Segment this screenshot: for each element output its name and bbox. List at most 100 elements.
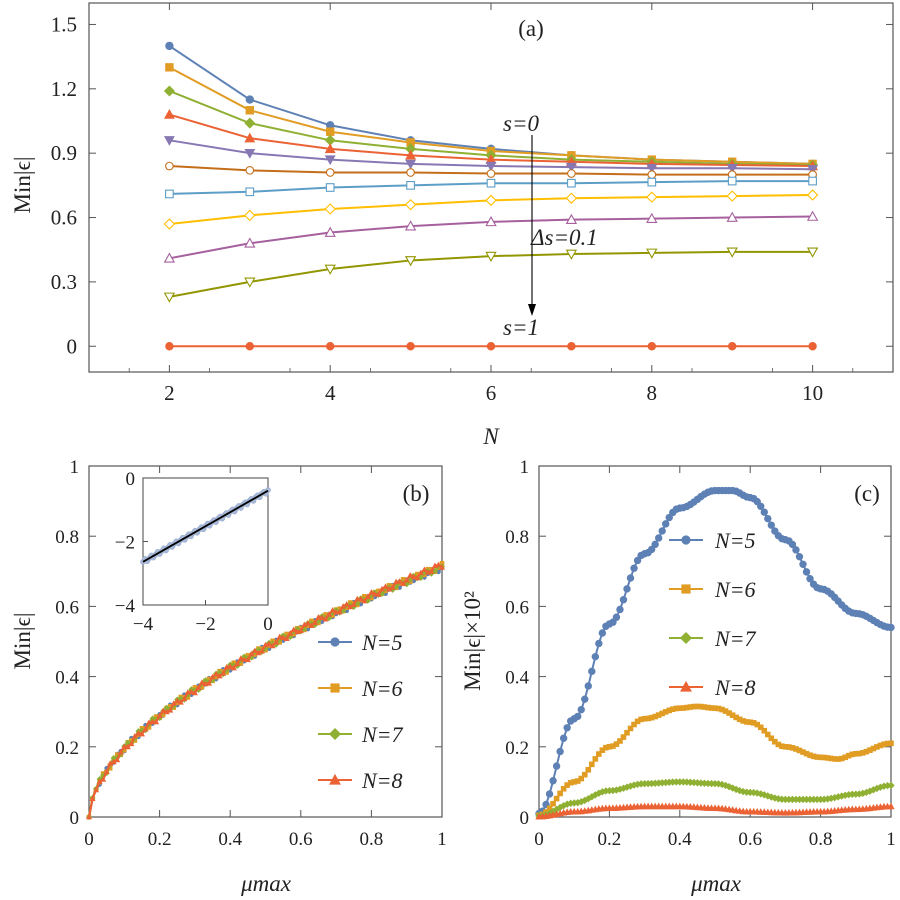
data-point bbox=[662, 520, 670, 528]
data-point bbox=[485, 194, 497, 207]
data-point bbox=[806, 189, 819, 201]
data-point bbox=[630, 564, 638, 572]
data-point bbox=[244, 148, 256, 159]
panel-b-inset: −4 −2 0 −4 −2 0 bbox=[115, 469, 273, 635]
inset-y-tick-label: −2 bbox=[115, 533, 135, 554]
data-point bbox=[343, 601, 350, 607]
data-point bbox=[406, 342, 415, 351]
data-point bbox=[181, 695, 188, 702]
data-point bbox=[213, 670, 220, 677]
data-point bbox=[322, 616, 329, 622]
panel-c-x-tick-label: 0.8 bbox=[809, 829, 833, 850]
panel-c-x-tick-label: 0.4 bbox=[668, 829, 692, 850]
data-point bbox=[565, 162, 577, 173]
data-point bbox=[205, 680, 213, 686]
panel-c-x-tick-label: 1 bbox=[886, 829, 896, 850]
data-point bbox=[248, 650, 255, 657]
inset-x-tick-label: −2 bbox=[195, 614, 215, 635]
data-point bbox=[887, 802, 895, 810]
data-point bbox=[325, 127, 335, 136]
data-point bbox=[577, 705, 585, 714]
data-point bbox=[757, 724, 764, 731]
legend-marker bbox=[680, 680, 692, 692]
data-point bbox=[364, 593, 371, 600]
panel-b-x-tick-label: 1 bbox=[437, 829, 447, 850]
data-point bbox=[438, 564, 446, 570]
data-point bbox=[121, 743, 128, 749]
data-point bbox=[216, 672, 223, 679]
data-point bbox=[581, 771, 588, 778]
data-point bbox=[595, 639, 603, 648]
data-point bbox=[153, 718, 160, 725]
data-point bbox=[553, 795, 560, 802]
data-point bbox=[560, 785, 567, 792]
legend-label: N=6 bbox=[361, 676, 403, 701]
series-s=0.4 bbox=[163, 136, 819, 175]
data-point bbox=[799, 560, 807, 568]
data-point bbox=[647, 342, 656, 351]
data-point bbox=[241, 656, 248, 662]
panel-a-x-label: N bbox=[482, 424, 500, 449]
data-point bbox=[244, 277, 256, 288]
data-point bbox=[806, 210, 819, 221]
data-point bbox=[114, 756, 121, 763]
data-point bbox=[806, 575, 814, 583]
data-point bbox=[128, 740, 135, 747]
data-point bbox=[428, 568, 435, 574]
panel-a-x-tick-label: 6 bbox=[486, 381, 497, 405]
data-point bbox=[354, 595, 361, 602]
legend-marker bbox=[681, 535, 691, 545]
data-point bbox=[613, 741, 620, 747]
panel-c-y-tick-label: 0.6 bbox=[505, 597, 529, 618]
inset-fit-line bbox=[142, 489, 269, 563]
legend-marker bbox=[679, 631, 693, 645]
data-point bbox=[616, 605, 624, 614]
data-point bbox=[757, 502, 765, 510]
panel-c-x-tick-label: 0 bbox=[534, 829, 544, 850]
panel-c-y-tick-label: 0 bbox=[520, 808, 530, 829]
data-point bbox=[727, 176, 737, 186]
panel-c-tag: (c) bbox=[854, 481, 880, 506]
data-point bbox=[405, 159, 417, 170]
data-point bbox=[245, 106, 254, 115]
data-point bbox=[404, 256, 417, 267]
data-point bbox=[788, 540, 797, 549]
data-point bbox=[646, 191, 658, 203]
legend-entry-N=7: N=7 bbox=[318, 722, 404, 747]
data-point bbox=[631, 721, 637, 728]
panel-a-tag: (a) bbox=[518, 16, 544, 41]
data-point bbox=[658, 527, 666, 535]
data-point bbox=[557, 790, 563, 797]
panel-c-y-tick-label: 0.2 bbox=[505, 738, 529, 759]
data-point bbox=[761, 727, 768, 734]
panel-b-x-label: μmax bbox=[240, 871, 292, 896]
data-point bbox=[646, 248, 658, 259]
data-point bbox=[245, 187, 255, 197]
data-point bbox=[435, 561, 442, 568]
data-point bbox=[165, 342, 174, 351]
data-point bbox=[768, 735, 775, 742]
data-point bbox=[767, 521, 776, 529]
data-point bbox=[357, 595, 364, 602]
data-point bbox=[329, 607, 336, 613]
data-point bbox=[404, 220, 417, 231]
data-point bbox=[545, 790, 554, 798]
panel-b-tag: (b) bbox=[403, 481, 430, 506]
panel-b-y-tick-label: 0.4 bbox=[55, 668, 79, 689]
data-point bbox=[371, 590, 378, 597]
annotation-s0: s=0 bbox=[503, 111, 539, 136]
panel-a-y-tick-label: 0.3 bbox=[51, 270, 77, 294]
data-point bbox=[165, 189, 174, 199]
data-point bbox=[350, 601, 357, 607]
data-point bbox=[244, 209, 256, 222]
data-point bbox=[160, 707, 167, 714]
legend-label: N=8 bbox=[714, 675, 756, 700]
panel-a: 2 4 6 8 10 0 0.3 0.6 0.9 1.2 1.5 s=0 Δs=0.1 s=1 (a) N Mi… bbox=[10, 2, 894, 449]
data-point bbox=[324, 155, 336, 166]
legend-marker bbox=[330, 637, 340, 647]
series-s=1 bbox=[165, 342, 817, 351]
panel-b-x-tick-label: 0.4 bbox=[218, 829, 242, 850]
inset-x-tick-label: 0 bbox=[263, 614, 273, 635]
legend-label: N=5 bbox=[714, 528, 756, 553]
data-point bbox=[574, 712, 582, 721]
